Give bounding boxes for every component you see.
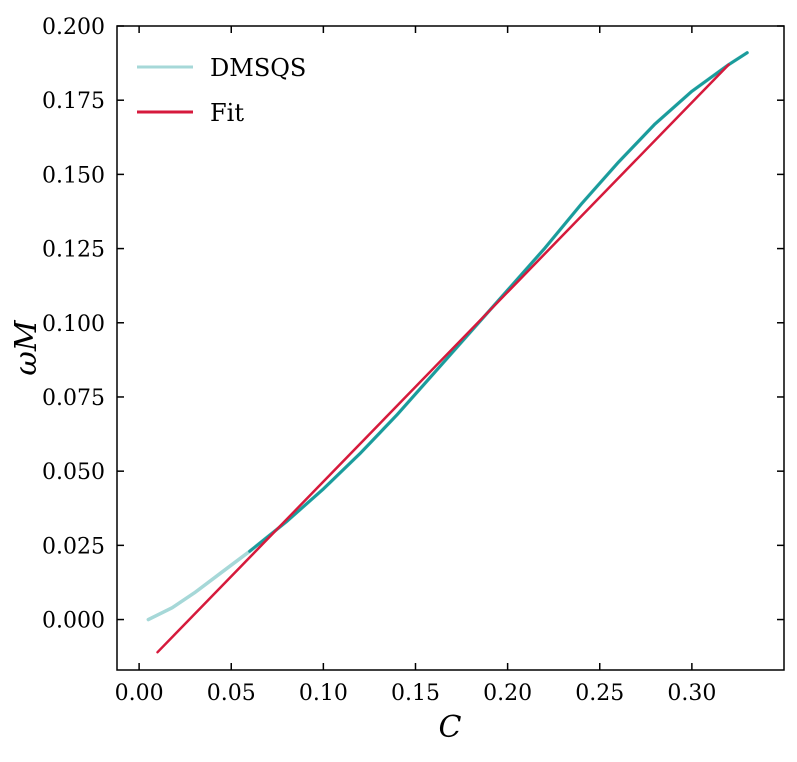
y-tick-label: 0.075: [42, 386, 105, 411]
x-tick-label: 0.10: [299, 681, 348, 706]
legend-label-fit: Fit: [210, 99, 244, 127]
y-tick-label: 0.175: [42, 89, 105, 114]
x-tick-label: 0.15: [391, 681, 440, 706]
x-tick-label: 0.05: [207, 681, 256, 706]
y-axis-label: ωM: [9, 319, 44, 375]
y-tick-label: 0.150: [42, 163, 105, 188]
y-tick-label: 0.100: [42, 312, 105, 337]
y-tick-label: 0.050: [42, 460, 105, 485]
x-tick-label: 0.30: [667, 681, 716, 706]
y-tick-label: 0.125: [42, 238, 105, 263]
ticks-layer: 0.00 0.05 0.10 0.15 0.20 0.25 0.30 0.000 0.025 0.…: [42, 15, 784, 706]
series-layer: [146, 50, 749, 654]
x-axis-label: C: [439, 710, 462, 745]
series-line-fit: [156, 63, 730, 654]
x-tick-label: 0.00: [115, 681, 164, 706]
x-tick-label: 0.25: [575, 681, 624, 706]
legend-label-dmsqs: DMSQS: [210, 54, 306, 82]
x-tick-label: 0.20: [483, 681, 532, 706]
legend: DMSQS Fit: [137, 54, 306, 127]
y-tick-label: 0.025: [42, 534, 105, 559]
plot-frame: [116, 25, 785, 671]
y-tick-label: 0.000: [42, 609, 105, 634]
y-tick-label: 0.200: [42, 15, 105, 40]
series-line-dmsqs-overlap: [248, 51, 749, 553]
